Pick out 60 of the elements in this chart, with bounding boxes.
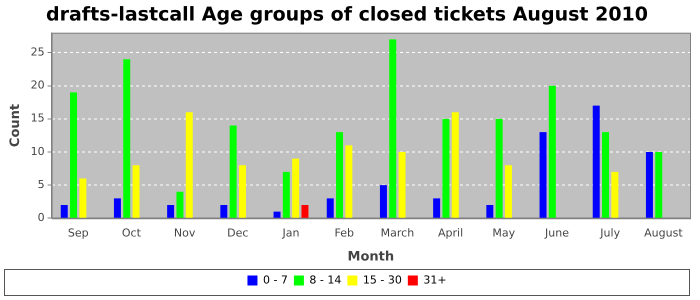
- y-tick-label: 5: [38, 178, 45, 191]
- y-tick-label: 0: [38, 211, 45, 224]
- y-tick-label: 15: [30, 112, 45, 125]
- bar: [132, 165, 140, 218]
- bar: [220, 204, 228, 218]
- bar: [540, 132, 547, 218]
- legend-label: 31+: [423, 273, 447, 286]
- bar: [282, 172, 290, 218]
- bar: [398, 152, 406, 218]
- bar: [442, 118, 450, 218]
- legend-label: 15 - 30: [362, 273, 402, 286]
- y-tick-label: 10: [30, 144, 45, 158]
- bar: [274, 212, 281, 218]
- bar: [301, 204, 308, 218]
- bar: [186, 112, 193, 218]
- bar: [602, 132, 610, 218]
- x-tick-label: March: [380, 226, 414, 240]
- bar: [646, 152, 653, 218]
- bar: [292, 158, 300, 218]
- x-tick-label: April: [438, 226, 464, 240]
- bar: [326, 198, 334, 218]
- y-axis-title: Count: [8, 104, 24, 148]
- bar: [433, 198, 440, 218]
- x-tick-label: Sep: [68, 226, 89, 240]
- x-tick-label: Jan: [282, 226, 300, 240]
- bar: [114, 198, 121, 218]
- x-tick-label: Feb: [334, 226, 354, 240]
- legend-label: 8 - 14: [309, 273, 342, 286]
- bar: [345, 145, 352, 218]
- bar: [504, 165, 512, 218]
- bar: [452, 112, 459, 218]
- bar: [611, 172, 618, 218]
- bar: [655, 152, 662, 218]
- x-axis-title: Month: [348, 250, 394, 265]
- bar: [486, 204, 494, 218]
- bar: [389, 39, 396, 218]
- bar: [496, 118, 503, 218]
- bar: [123, 59, 130, 218]
- bar: [167, 204, 174, 218]
- x-tick-label: June: [544, 226, 570, 240]
- x-tick-label: Oct: [122, 226, 142, 240]
- bar: [380, 185, 387, 218]
- y-tick-label: 20: [30, 78, 45, 92]
- x-tick-label: August: [644, 226, 684, 240]
- bar: [592, 106, 600, 218]
- y-tick-label: 25: [30, 46, 45, 59]
- x-tick-label: Nov: [174, 226, 196, 240]
- bar: [548, 86, 556, 218]
- x-tick-label: July: [599, 226, 621, 240]
- x-tick-label: May: [492, 226, 516, 240]
- legend-label: 0 - 7: [262, 273, 288, 286]
- bar: [60, 204, 68, 218]
- bar: [176, 192, 184, 218]
- bar: [230, 126, 237, 218]
- bar: [336, 132, 344, 218]
- bar: [238, 165, 246, 218]
- bar: [79, 178, 86, 218]
- chart-title: drafts-lastcall Age groups of closed tickets August 2010: [46, 3, 648, 26]
- bar: [70, 92, 78, 218]
- x-tick-label: Dec: [227, 226, 248, 240]
